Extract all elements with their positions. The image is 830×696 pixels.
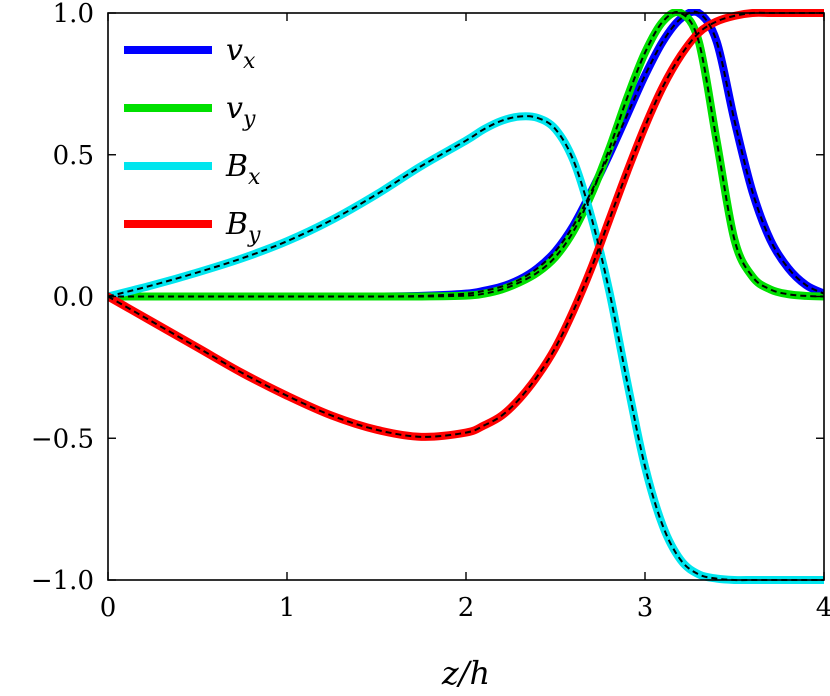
- plot-area: [108, 9, 824, 584]
- plot-curves: [108, 9, 824, 584]
- legend-item-b-y: By: [124, 207, 261, 248]
- legend-label: vx: [226, 33, 256, 74]
- series-line-b-x: [108, 112, 824, 584]
- x-tick-label: 3: [637, 593, 654, 623]
- legend-item-v-x: vx: [124, 33, 256, 74]
- legend-label: Bx: [225, 149, 261, 190]
- x-axis-label: z/h: [441, 654, 490, 692]
- y-tick-label: 1.0: [53, 0, 94, 29]
- legend-item-b-x: Bx: [124, 149, 261, 190]
- legend-label-subscript: y: [242, 107, 256, 132]
- y-tick-label: 0.0: [53, 283, 94, 313]
- x-tick-label: 4: [816, 593, 830, 623]
- y-tick-label: 0.5: [53, 141, 94, 171]
- legend-label-base: v: [226, 91, 243, 126]
- legend-label-subscript: y: [247, 223, 261, 248]
- reference-dashed-line-b-y: [108, 11, 824, 438]
- reference-dashed-line-b-x: [108, 115, 824, 582]
- x-tick-label: 2: [458, 593, 475, 623]
- legend-label: By: [225, 207, 261, 248]
- x-tick-label: 1: [279, 593, 296, 623]
- legend-label: vy: [226, 91, 256, 132]
- legend-label-base: v: [226, 33, 243, 68]
- y-tick-label: −0.5: [31, 424, 94, 454]
- y-tick-label: −1.0: [31, 566, 94, 596]
- legend-label-base: B: [225, 207, 248, 242]
- legend-label-base: B: [225, 149, 248, 184]
- series-line-b-y: [108, 9, 824, 441]
- legend-label-subscript: x: [248, 165, 261, 190]
- reference-dashed-line-v-y: [108, 11, 824, 298]
- x-tick-label: 0: [100, 593, 117, 623]
- axis-ticks: 0 1 2 3 4 −1.0 −0.5 0.0 0.5 1.0: [31, 0, 830, 623]
- legend-item-v-y: vy: [124, 91, 256, 132]
- legend-label-subscript: x: [243, 49, 256, 74]
